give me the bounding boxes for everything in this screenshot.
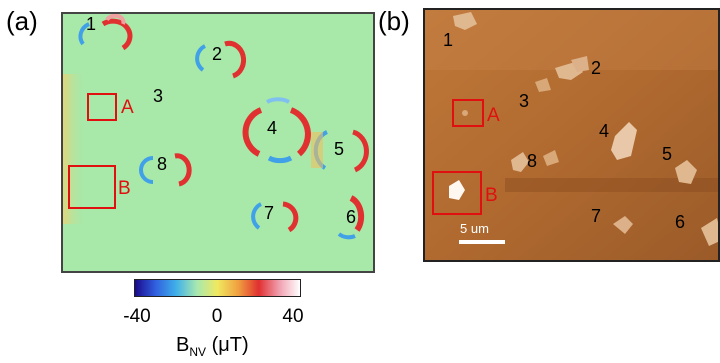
colorbar-gradient — [135, 280, 300, 296]
afm-box-b — [432, 171, 482, 215]
afm-label-5: 5 — [662, 144, 673, 164]
box-a — [87, 93, 117, 121]
map-label-6: 6 — [346, 207, 357, 227]
dipole-6 — [337, 195, 365, 240]
afm-flake-5 — [675, 160, 697, 184]
colorbar-tick-max: 40 — [282, 306, 304, 327]
magnetic-field-map — [61, 12, 375, 273]
afm-label-8: 8 — [527, 151, 538, 171]
afm-flake-6 — [701, 218, 718, 246]
dipole-1 — [78, 14, 133, 51]
afm-flake-7 — [613, 216, 633, 234]
map-label-3: 3 — [153, 86, 164, 106]
afm-box-a — [452, 99, 484, 127]
dipole-8 — [139, 153, 192, 187]
afm-bright-flake — [449, 180, 465, 200]
panel-a-letter: (a) — [6, 6, 38, 36]
colorbar-tick-min: -40 — [123, 306, 151, 327]
dipole-7 — [251, 201, 299, 233]
afm-box-label-b: B — [485, 185, 498, 206]
colorbar-title: BNV (μT) — [176, 334, 249, 359]
map-label-2: 2 — [212, 44, 223, 64]
map-label-4: 4 — [267, 118, 278, 138]
scale-bar-label: 5 um — [460, 221, 489, 236]
afm-label-7: 7 — [591, 206, 602, 226]
field-map-image — [63, 14, 373, 271]
map-box-label-a: A — [121, 97, 134, 118]
map-label-8: 8 — [157, 154, 168, 174]
scale-bar — [459, 240, 505, 244]
afm-flake-8 — [511, 152, 529, 172]
afm-label-3: 3 — [519, 91, 530, 111]
afm-flake-1 — [453, 12, 477, 30]
map-label-5: 5 — [334, 139, 345, 159]
dipole-4 — [242, 97, 311, 164]
panel-b-letter: (b) — [378, 6, 410, 36]
colorbar-tick-zero: 0 — [211, 306, 223, 327]
map-box-label-b: B — [118, 178, 131, 199]
afm-label-4: 4 — [599, 121, 610, 141]
afm-label-2: 2 — [591, 58, 602, 78]
afm-box-label-a: A — [487, 105, 500, 126]
afm-flake-4 — [611, 122, 637, 160]
map-label-1: 1 — [86, 14, 97, 34]
dipole-2 — [195, 40, 247, 79]
afm-label-6: 6 — [675, 212, 686, 232]
afm-label-1: 1 — [443, 30, 454, 50]
dipole-5 — [311, 129, 369, 173]
map-label-7: 7 — [264, 203, 275, 223]
box-b — [68, 165, 116, 209]
colorbar — [134, 279, 301, 297]
afm-image — [425, 10, 718, 260]
afm-topography-image — [423, 8, 720, 262]
